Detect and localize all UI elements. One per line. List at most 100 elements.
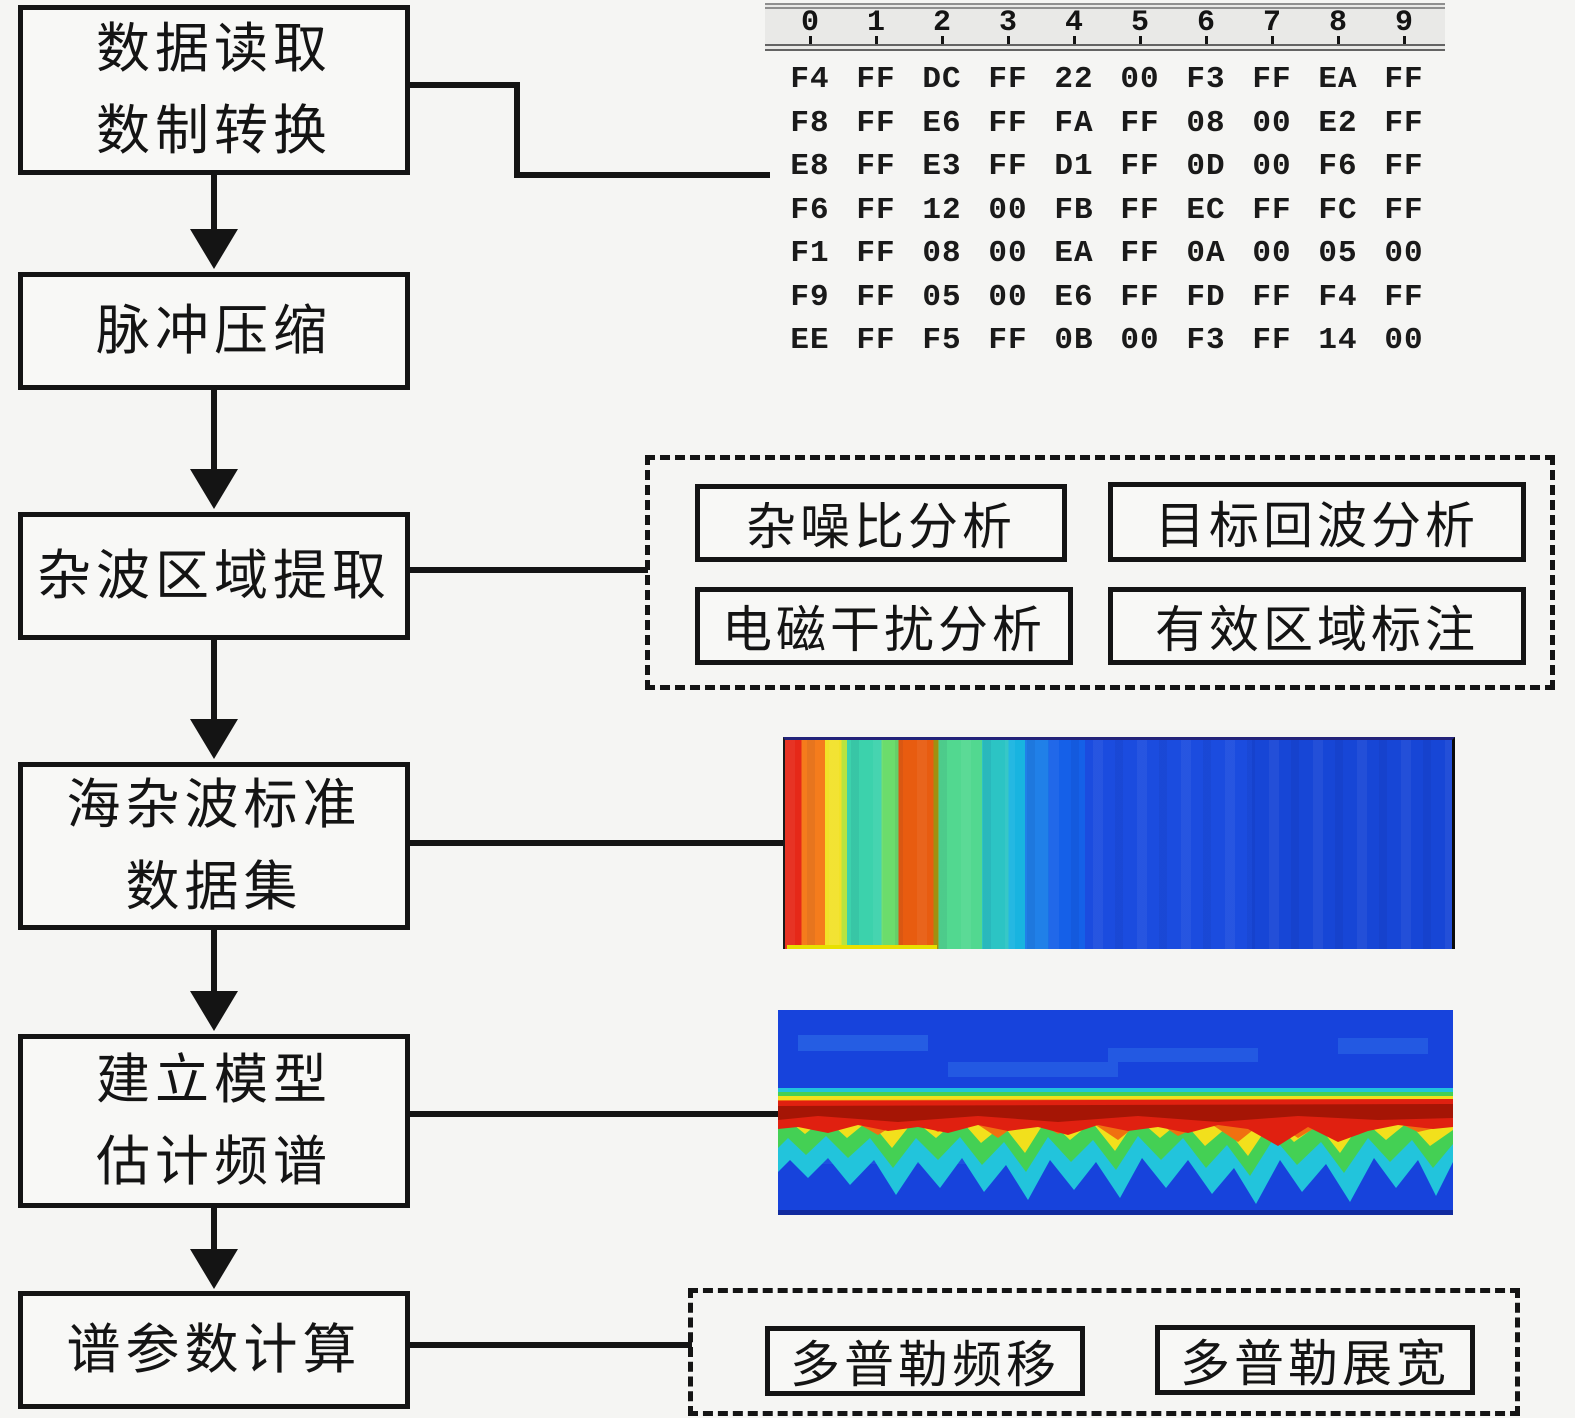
hex-column-digit: 3 [998,6,1017,40]
node-label-line: 估计频谱 [96,1132,332,1192]
hex-column-label: 6 [1173,6,1239,44]
hex-column-label: 4 [1041,8,1107,44]
hex-byte-cell: F1 [790,236,830,272]
mottle-patch [1108,1048,1258,1062]
hex-byte-cell: FB [1054,192,1094,228]
arrow-head-icon [190,991,238,1031]
range-time-intensity-image [783,737,1455,949]
hex-byte-cell: FF [988,323,1028,359]
hex-byte-cell: 0A [1186,236,1226,272]
hex-byte-cell: F3 [1186,62,1226,98]
hex-byte-cell: F4 [790,62,830,98]
hex-byte-cell: FD [1186,279,1226,315]
connector-params-results [408,1342,692,1348]
heatmap-bottom-sliver [787,945,937,949]
hex-byte-cell: D1 [1054,149,1094,185]
hex-byte-cell: FF [1120,105,1160,141]
hex-byte-cell: 00 [1384,236,1424,272]
node-label-line: 数据读取 [96,19,332,79]
hex-byte-cell: E6 [1054,279,1094,315]
hex-byte-cell: E3 [922,149,962,185]
hex-column-label: 2 [909,8,975,44]
hex-column-digit: 6 [1196,6,1215,40]
hex-byte-cell: FF [856,236,896,272]
analysis-panel: 杂噪比分析 目标回波分析 电磁干扰分析 有效区域标注 [645,455,1555,690]
hex-byte-cell: FF [1252,192,1292,228]
hex-byte-cell: FF [856,62,896,98]
mottle-patch [1338,1038,1428,1054]
hex-byte-cell: 08 [922,236,962,272]
hex-column-label: 7 [1239,6,1305,44]
hex-byte-cell: FF [1252,279,1292,315]
hex-byte-cell: FF [1384,192,1424,228]
node-label-line: 数制转换 [96,101,332,161]
hex-column-digit: 7 [1262,6,1281,40]
ruler-tick [1336,36,1340,44]
hex-byte-cell: 00 [1120,62,1160,98]
hex-column-label: 5 [1107,6,1173,44]
ruler-tick [1138,36,1142,44]
result-box-doppler-shift: 多普勒频移 [765,1326,1085,1396]
node-model-spectrum-estimation: 建立模型 估计频谱 [18,1034,410,1208]
flow-arrow-1 [190,175,238,269]
hex-byte-cell: FF [988,149,1028,185]
analysis-box-valid-region: 有效区域标注 [1108,587,1526,665]
hex-byte-cell: FF [988,62,1028,98]
hex-byte-cell: FF [1120,236,1160,272]
node-data-read: 数据读取 数制转换 [18,5,410,175]
node-label-line: 数据集 [125,857,303,917]
node-clutter-region-extraction: 杂波区域提取 [18,512,410,640]
spectrum-bottom-edge [778,1210,1453,1215]
arrow-stem [211,640,217,719]
ruler-tick [808,36,812,44]
hex-column-digit: 5 [1130,6,1149,40]
node-label-line: 杂波区域提取 [37,546,391,606]
hex-column-digit: 9 [1394,6,1413,40]
flow-arrow-2 [190,390,238,509]
analysis-box-target-echo: 目标回波分析 [1108,482,1526,562]
hex-byte-cell: FF [856,279,896,315]
flow-arrow-3 [190,640,238,759]
hex-column-label: 1 [843,6,909,44]
hex-byte-cell: FA [1054,105,1094,141]
connector-dataset-image [408,840,788,846]
hex-byte-cell: FF [856,149,896,185]
arrow-stem [211,930,217,991]
hex-byte-cell: FC [1318,192,1358,228]
arrow-head-icon [190,719,238,759]
hex-byte-cell: FF [1384,105,1424,141]
arrow-head-icon [190,469,238,509]
hex-column-label: 9 [1371,6,1437,44]
connector-model-spectrum-image [408,1111,782,1117]
hex-column-digit: 1 [866,6,885,40]
hex-byte-cell: FF [1252,62,1292,98]
hex-byte-cell: 05 [1318,236,1358,272]
node-pulse-compression: 脉冲压缩 [18,272,410,390]
hex-byte-cell: DC [922,62,962,98]
spectrum-dark-core [778,1104,1453,1122]
connector-clutter-analysis [408,567,648,573]
hex-byte-cell: 00 [1252,236,1292,272]
hex-byte-cell: 00 [988,236,1028,272]
hex-byte-cell: 05 [922,279,962,315]
hex-byte-cell: FF [1120,149,1160,185]
hex-byte-cell: F8 [790,105,830,141]
doppler-result-panel: 多普勒频移 多普勒展宽 [688,1288,1520,1416]
hex-column-digit: 0 [800,6,819,40]
flow-arrow-4 [190,930,238,1031]
hex-byte-cell: 0D [1186,149,1226,185]
hex-byte-cell: F6 [1318,149,1358,185]
hex-byte-cell: 08 [1186,105,1226,141]
ruler-tick [874,36,878,44]
hex-byte-cell: E6 [922,105,962,141]
hex-byte-cell: 00 [1120,323,1160,359]
hex-byte-cell: F5 [922,323,962,359]
hex-byte-cell: FF [1120,279,1160,315]
hex-byte-cell: EE [790,323,830,359]
flow-arrow-5 [190,1208,238,1289]
hex-byte-cell: FF [1384,279,1424,315]
hex-byte-cell: 0B [1054,323,1094,359]
hex-byte-cell: EA [1318,62,1358,98]
